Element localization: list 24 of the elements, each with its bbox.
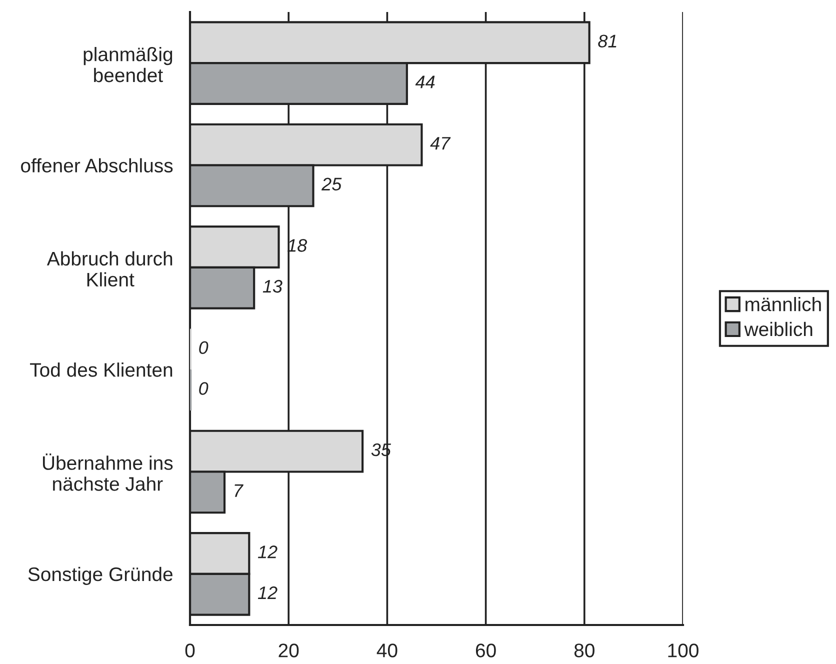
y-tick-label: planmäßig beendet [84, 46, 172, 82]
data-label: 7 [234, 484, 244, 497]
y-tick-label: Übernahme ins nächste Jahr [42, 453, 173, 491]
y-tick-label: Tod des Klienten [30, 362, 172, 377]
x-tick-label: 0 [185, 644, 195, 658]
data-label: 81 [598, 34, 616, 48]
y-tick-label: offener Abschluss [21, 158, 173, 172]
data-label: 0 [199, 341, 208, 354]
x-tick-label: 80 [574, 644, 594, 658]
data-label: 12 [258, 546, 278, 558]
legend-label: männlich [746, 296, 821, 312]
x-tick-label: 100 [668, 644, 698, 658]
data-label: 13 [262, 280, 282, 293]
y-tick-label: Sonstige Gründe [28, 566, 172, 585]
data-label: 47 [430, 137, 451, 150]
legend-label: weiblich [744, 322, 812, 336]
x-tick-label: 40 [376, 644, 398, 658]
y-tick-label: Abbruch durch Klient [46, 251, 172, 287]
data-label: 12 [258, 586, 278, 600]
x-tick-label: 20 [278, 644, 299, 658]
data-label: 0 [199, 382, 208, 395]
data-label: 44 [415, 76, 435, 88]
data-label: 25 [321, 178, 342, 191]
x-tick-label: 60 [476, 644, 496, 658]
